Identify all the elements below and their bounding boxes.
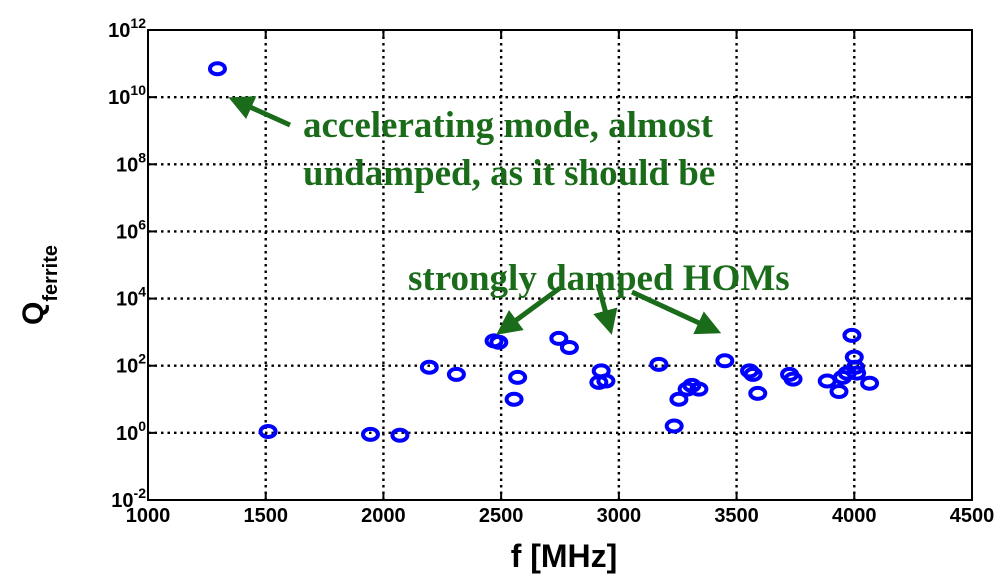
annotations: accelerating mode, almost undamped, as it… [228, 96, 790, 335]
y-tick-label: 106 [116, 216, 146, 243]
x-axis-label: f [MHz] [511, 538, 618, 574]
y-tick-label: 108 [116, 149, 146, 176]
x-tick-label: 4500 [950, 505, 995, 527]
data-point [446, 366, 466, 382]
x-tick-label: 1000 [126, 505, 171, 527]
plot-frame [147, 29, 973, 501]
data-point [504, 391, 524, 407]
data-point [669, 391, 689, 407]
y-tick-label: 1010 [108, 82, 146, 109]
x-tick-label: 3500 [714, 505, 759, 527]
data-point [860, 375, 880, 391]
data-point [649, 356, 669, 372]
axis-ticks: 1000 1500 2000 2500 3000 3500 4000 4500 10-2 100 1… [108, 15, 994, 527]
data-point [596, 373, 616, 389]
data-point [748, 385, 768, 401]
data-point [508, 369, 528, 385]
x-tick-label: 2500 [479, 505, 524, 527]
y-axis-label-base: Q [17, 302, 50, 325]
data-point [258, 423, 278, 439]
data-point [489, 334, 509, 350]
data-point [783, 371, 803, 387]
data-point [559, 339, 579, 355]
grid [148, 30, 972, 500]
data-point [715, 353, 735, 369]
data-point [842, 327, 862, 343]
y-tick-label: 104 [116, 284, 146, 311]
x-tick-label: 2000 [361, 505, 406, 527]
data-point [817, 373, 837, 389]
data-point [207, 61, 227, 77]
data-point [360, 426, 380, 442]
annotation-arrow [593, 283, 618, 335]
data-point [829, 384, 849, 400]
data-point [689, 381, 709, 397]
data-point [549, 330, 569, 346]
data-point [419, 359, 439, 375]
y-tick-label: 102 [116, 351, 146, 378]
data-point [847, 365, 867, 381]
data-point [845, 359, 865, 375]
annotation-arrow [228, 96, 292, 128]
x-tick-label: 1500 [243, 505, 288, 527]
annotation-text: undamped, as it should be [303, 153, 715, 194]
y-axis-label: Qferrite [17, 245, 62, 325]
annotation-text: accelerating mode, almost [303, 105, 714, 146]
y-tick-label: 100 [116, 418, 146, 445]
data-point [743, 366, 763, 382]
data-points [207, 61, 880, 443]
annotation-arrow [496, 285, 562, 335]
x-tick-label: 3000 [597, 505, 642, 527]
data-point [390, 427, 410, 443]
y-tick-label: 10-2 [111, 485, 146, 512]
x-tick-label: 4000 [832, 505, 877, 527]
data-point [664, 418, 684, 434]
annotation-arrow [630, 289, 722, 335]
y-tick-label: 1012 [108, 15, 146, 42]
y-axis-label-subscript: ferrite [40, 245, 62, 302]
